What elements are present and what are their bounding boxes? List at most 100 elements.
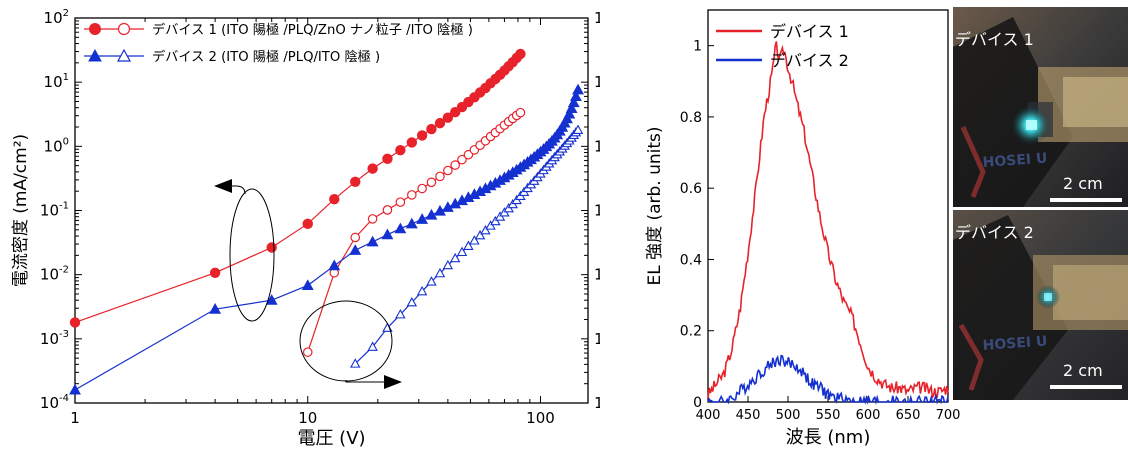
x-tick-label: 400 bbox=[696, 408, 721, 423]
data-point bbox=[367, 214, 378, 224]
data-point bbox=[366, 235, 379, 247]
x-tick-label: 1 bbox=[70, 409, 80, 427]
data-point bbox=[406, 296, 418, 307]
data-point bbox=[449, 252, 461, 263]
y-tick-label: 100 bbox=[44, 136, 69, 155]
y2-tick-label: 10-3 bbox=[594, 393, 600, 412]
y2-tick-label: 102 bbox=[594, 72, 600, 91]
data-point bbox=[350, 176, 361, 188]
jvl-chart: 1 10 100 10-4 10-3 10-2 10-1 100 101 102 10-3 10-2 1… bbox=[11, 8, 600, 449]
data-point bbox=[480, 224, 491, 235]
data-point bbox=[490, 215, 501, 226]
x-tick-label: 500 bbox=[776, 408, 801, 423]
legend-marker bbox=[89, 23, 101, 35]
y2-tick-label: 101 bbox=[594, 136, 600, 155]
data-point bbox=[563, 107, 576, 119]
data-point bbox=[302, 218, 313, 230]
data-point bbox=[329, 194, 340, 205]
data-point bbox=[442, 259, 454, 270]
y-tick-label: 0.8 bbox=[680, 110, 702, 126]
data-point bbox=[442, 112, 454, 123]
data-point bbox=[395, 197, 406, 207]
data-point bbox=[349, 244, 362, 255]
spectrum-line-1 bbox=[707, 41, 949, 400]
data-point bbox=[302, 347, 313, 357]
data-point bbox=[434, 204, 446, 216]
x-tick-label: 10 bbox=[298, 409, 317, 427]
data-point bbox=[209, 267, 221, 278]
device-2-photo: HOSEI U bbox=[953, 210, 1128, 400]
data-point bbox=[463, 240, 474, 250]
legend-marker bbox=[116, 48, 132, 62]
y-tick-label: 0.2 bbox=[680, 324, 702, 340]
device-1-photo: HOSEI U bbox=[953, 7, 1128, 207]
data-point bbox=[69, 383, 81, 395]
legend-marker bbox=[117, 22, 131, 36]
data-point bbox=[395, 145, 406, 156]
data-point bbox=[367, 341, 378, 351]
y-tick-label: 10-3 bbox=[40, 329, 69, 348]
data-point bbox=[416, 213, 429, 224]
svg-text:HOSEI U: HOSEI U bbox=[982, 334, 1048, 354]
x-axis-label: 電圧 (V) bbox=[297, 428, 365, 449]
y-tick-label: 101 bbox=[44, 72, 69, 91]
legend-marker bbox=[88, 48, 102, 62]
left-axis-ellipse bbox=[229, 188, 275, 322]
data-point bbox=[328, 259, 341, 271]
data-point bbox=[434, 267, 446, 278]
right-axis-arrow bbox=[345, 380, 386, 383]
x-tick-label: 700 bbox=[936, 408, 960, 423]
data-point bbox=[301, 279, 314, 290]
data-point bbox=[469, 235, 480, 245]
photo-2-scale-label: 2 cm bbox=[1063, 361, 1103, 380]
y-tick-label: 10-2 bbox=[40, 265, 69, 284]
photo-1-scale-bar bbox=[1050, 198, 1122, 202]
data-point bbox=[565, 102, 578, 113]
data-point bbox=[435, 171, 445, 182]
legend-label: デバイス 1 (ITO 陽極 /PLQ/ZnO ナノ粒子 /ITO 陰極 ) bbox=[152, 21, 473, 38]
y-tick-label: 0.4 bbox=[680, 252, 702, 268]
y2-tick-label: 100 bbox=[594, 201, 600, 220]
data-point bbox=[572, 124, 584, 134]
x-tick-label: 550 bbox=[816, 408, 841, 423]
photo-2-scale-bar bbox=[1050, 385, 1122, 389]
photo-1-scale-label: 2 cm bbox=[1063, 174, 1103, 193]
y-tick-label: 10-1 bbox=[40, 201, 69, 220]
annotations bbox=[214, 179, 402, 389]
data-point bbox=[570, 90, 582, 101]
data-point bbox=[426, 276, 437, 286]
photo-2-label: デバイス 2 bbox=[955, 223, 1034, 242]
data-point bbox=[567, 96, 580, 108]
data-point bbox=[416, 285, 428, 296]
el-spectrum-chart: 400 450 500 550 600 650 700 0 0.2 0.4 0.6 0.8 1 波長 (n… bbox=[645, 9, 960, 448]
data-point bbox=[350, 358, 361, 368]
y-axis-label: EL 強度 (arb. units) bbox=[645, 126, 665, 285]
x-tick-label: 600 bbox=[856, 408, 881, 423]
x-tick-label: 650 bbox=[896, 408, 921, 423]
data-point bbox=[515, 107, 526, 118]
data-point bbox=[449, 107, 461, 118]
x-tick-label: 450 bbox=[736, 408, 761, 423]
right-axis-arrowhead bbox=[384, 375, 402, 389]
data-point bbox=[434, 117, 446, 129]
data-point bbox=[416, 130, 428, 141]
data-point bbox=[382, 205, 393, 215]
y-tick-label: 1 bbox=[693, 39, 702, 55]
x-axis-label: 波長 (nm) bbox=[786, 427, 871, 448]
left-axis-arrowhead bbox=[214, 179, 232, 193]
y2-tick-label: 103 bbox=[594, 8, 600, 27]
data-point bbox=[474, 229, 486, 240]
x-tick-label: 100 bbox=[526, 409, 555, 427]
data-point bbox=[367, 163, 378, 174]
data-point bbox=[209, 303, 222, 314]
y2-tick-label: 10-1 bbox=[594, 265, 600, 284]
data-point bbox=[382, 153, 393, 164]
data-point bbox=[350, 232, 361, 243]
y-axis-label: 電流密度 (mA/cm²) bbox=[11, 134, 31, 287]
data-point bbox=[265, 294, 278, 305]
y-tick-label: 0.6 bbox=[680, 181, 702, 197]
data-point bbox=[443, 165, 453, 176]
data-point bbox=[417, 183, 427, 194]
y-tick-label: 0 bbox=[693, 395, 702, 411]
legend-label: デバイス 2 (ITO 陽極 /PLQ/ITO 陰極 ) bbox=[152, 48, 380, 65]
